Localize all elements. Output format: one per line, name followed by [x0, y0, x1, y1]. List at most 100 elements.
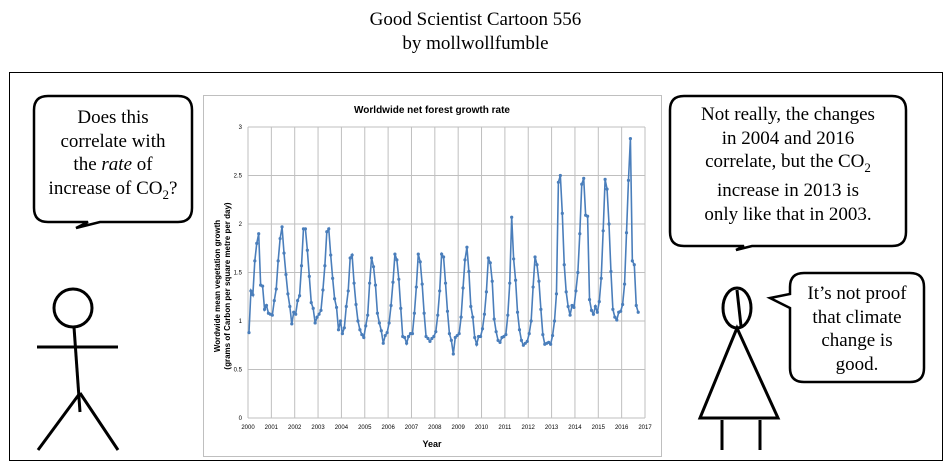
data-point	[364, 324, 368, 328]
data-point	[333, 297, 337, 301]
data-point	[550, 333, 555, 338]
data-point	[375, 311, 380, 315]
bubble-line: It’s not proof	[807, 283, 907, 304]
data-point	[599, 276, 603, 280]
data-point	[504, 332, 508, 337]
right-bottom-speech-bubble	[766, 271, 926, 384]
data-point	[529, 319, 533, 323]
data-point	[336, 328, 341, 332]
data-point	[609, 269, 613, 274]
data-point	[366, 313, 370, 317]
data-point	[451, 352, 455, 356]
x-tick-label: 2000	[241, 425, 255, 431]
x-tick-label: 2008	[428, 425, 442, 431]
data-point	[447, 332, 452, 336]
data-point	[410, 332, 415, 336]
data-point	[284, 272, 288, 277]
data-point	[580, 182, 584, 186]
data-point	[282, 251, 286, 255]
data-point	[391, 280, 395, 284]
chart-title: Worldwide net forest growth rate	[354, 105, 510, 116]
data-point	[255, 241, 259, 245]
data-point	[286, 292, 290, 296]
data-point	[547, 340, 551, 344]
x-tick-label: 2006	[381, 425, 395, 431]
data-point	[558, 173, 562, 178]
data-point	[605, 187, 609, 191]
data-point	[247, 331, 251, 335]
data-point	[492, 317, 496, 321]
data-point	[274, 287, 278, 291]
data-point	[348, 256, 352, 260]
x-tick-label: 2016	[615, 425, 629, 431]
bubble-line: that climate	[812, 306, 902, 328]
x-axis-label: Year	[422, 439, 442, 449]
data-point	[513, 278, 518, 282]
data-point	[527, 332, 531, 336]
data-point	[276, 259, 280, 263]
data-point	[537, 279, 541, 283]
data-point	[416, 252, 420, 256]
data-point	[508, 281, 512, 285]
data-point	[615, 318, 619, 322]
forest-growth-chart: Worldwide net forest growth rate Year Wo…	[203, 95, 662, 457]
data-point	[455, 333, 459, 338]
y-tick-label: 2.5	[234, 174, 243, 180]
x-tick-label: 2001	[265, 425, 279, 431]
data-point	[440, 252, 444, 256]
data-point	[369, 256, 374, 260]
y-tick-label: 0	[239, 416, 243, 422]
data-point	[593, 304, 597, 309]
data-point	[603, 177, 607, 181]
data-point	[445, 309, 450, 313]
data-point	[360, 332, 364, 337]
data-point	[613, 315, 617, 319]
x-tick-label: 2005	[358, 425, 372, 431]
data-point	[486, 256, 490, 260]
x-tick-label: 2009	[451, 425, 465, 431]
data-point	[368, 281, 372, 285]
data-point	[525, 339, 529, 343]
data-point	[346, 289, 350, 293]
data-point	[257, 232, 261, 236]
data-point	[465, 245, 469, 249]
x-tick-label: 2011	[498, 425, 512, 431]
bubble-line: only like that in 2003.	[704, 203, 872, 225]
text-segment: of	[132, 154, 153, 175]
cartoon-title: Good Scientist Cartoon 556	[369, 9, 582, 30]
data-point	[434, 330, 438, 334]
data-point	[535, 263, 539, 267]
data-point	[422, 311, 426, 315]
comic-panel	[9, 72, 943, 461]
data-point	[399, 306, 403, 310]
y-tick-label: 1.5	[234, 271, 243, 277]
bubble-line: in 2004 and 2016	[721, 127, 855, 149]
x-tick-label: 2015	[592, 425, 606, 431]
data-point	[317, 312, 321, 316]
data-point	[272, 299, 276, 303]
data-point	[628, 137, 633, 141]
data-point	[327, 227, 331, 231]
series-line	[248, 138, 639, 355]
data-point	[498, 340, 502, 344]
data-point	[313, 321, 317, 325]
data-point	[449, 338, 453, 342]
data-point	[424, 334, 428, 339]
data-point	[494, 330, 498, 334]
data-point	[632, 263, 636, 267]
data-point	[260, 284, 265, 288]
data-point	[626, 178, 631, 182]
data-point	[480, 327, 485, 331]
data-point	[249, 289, 253, 293]
data-point	[426, 336, 430, 341]
data-point	[471, 315, 475, 319]
x-tick-label: 2007	[405, 425, 419, 431]
data-point	[568, 313, 572, 317]
y-tick-label: 0.5	[234, 368, 243, 374]
data-point	[297, 294, 302, 298]
data-point	[560, 211, 564, 215]
data-point	[611, 307, 615, 311]
data-point	[521, 343, 525, 347]
data-point	[323, 264, 327, 268]
data-point	[531, 285, 535, 289]
